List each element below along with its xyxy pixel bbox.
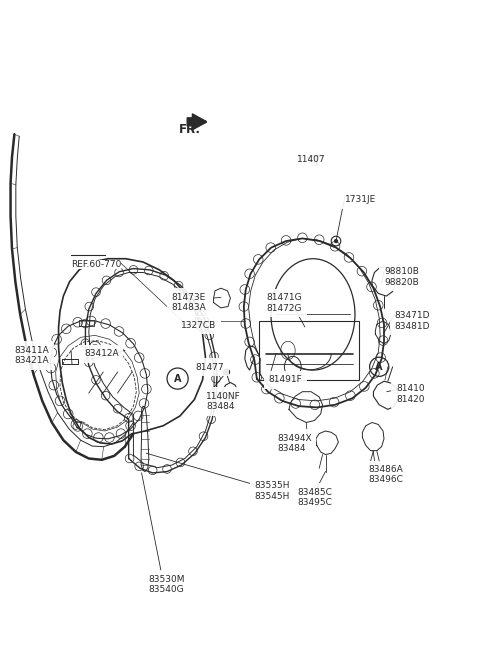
Circle shape (224, 369, 229, 375)
Text: 83494X
83484: 83494X 83484 (277, 434, 312, 453)
Text: 83412A: 83412A (84, 349, 119, 358)
Text: 98810B
98820B: 98810B 98820B (384, 267, 419, 287)
Text: 1140NF
83484: 1140NF 83484 (206, 392, 241, 411)
Text: 81473E
81483A: 81473E 81483A (172, 293, 206, 312)
Text: REF.60-770: REF.60-770 (71, 260, 121, 269)
Text: 1731JE: 1731JE (345, 195, 376, 204)
Text: 81477: 81477 (196, 363, 225, 372)
Text: 83485C
83495C: 83485C 83495C (298, 488, 333, 508)
Text: 81471G
81472G: 81471G 81472G (266, 293, 302, 313)
Text: A: A (375, 362, 383, 372)
Text: A: A (174, 373, 181, 384)
Text: 83471D
83481D: 83471D 83481D (395, 311, 430, 331)
FancyArrow shape (187, 114, 206, 130)
Text: 83411A
83421A: 83411A 83421A (14, 346, 49, 365)
Text: 83535H
83545H: 83535H 83545H (254, 481, 290, 501)
Circle shape (211, 363, 216, 368)
Circle shape (335, 240, 337, 242)
Bar (259, 321, 359, 380)
Text: 81410
81420: 81410 81420 (396, 384, 425, 404)
Text: 81491F: 81491F (269, 375, 302, 384)
Text: 1327CB: 1327CB (181, 321, 216, 330)
Text: FR.: FR. (179, 123, 201, 136)
Text: 11407: 11407 (297, 155, 325, 164)
Text: 83486A
83496C: 83486A 83496C (369, 465, 404, 485)
Text: 83530M
83540G: 83530M 83540G (149, 575, 185, 595)
